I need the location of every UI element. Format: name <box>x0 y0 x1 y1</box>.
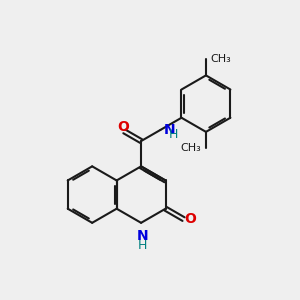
Text: O: O <box>184 212 196 226</box>
Text: H: H <box>138 239 147 252</box>
Text: H: H <box>169 128 178 141</box>
Text: N: N <box>137 229 148 243</box>
Text: N: N <box>164 123 175 137</box>
Text: O: O <box>117 120 129 134</box>
Text: CH₃: CH₃ <box>181 143 202 153</box>
Text: CH₃: CH₃ <box>210 54 231 64</box>
